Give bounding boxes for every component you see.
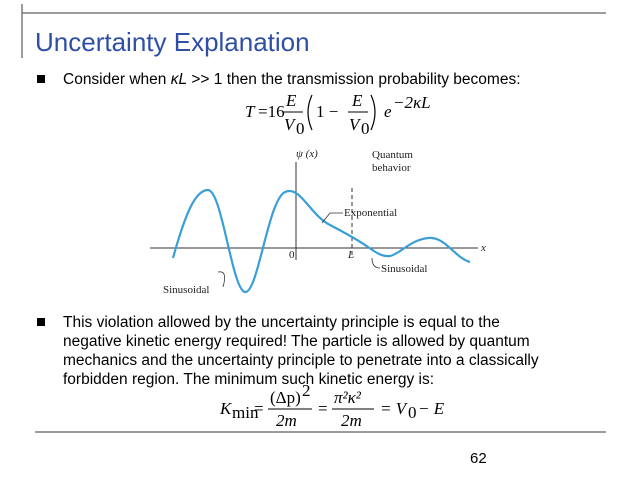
leader — [321, 212, 343, 224]
bullet-text: forbidden region. The minimum such kinet… — [63, 371, 434, 388]
bullet-text: mechanics and the uncertainty principle … — [63, 352, 539, 369]
figure: ψ (x) Quantum behavior Exponential 0 L x… — [150, 148, 486, 296]
axis-label: x — [480, 242, 486, 254]
eq-token: min — [232, 403, 259, 422]
eq-token: 2 — [302, 381, 311, 400]
equation: K min = (Δp) 2 2m = π²κ² 2m = V 0 − E — [210, 381, 480, 430]
eq-token: π²κ² — [334, 388, 362, 407]
annotation: Exponential — [344, 207, 397, 219]
paren — [370, 94, 376, 131]
eq-token: − E — [418, 399, 445, 418]
eq-token: 2m — [276, 411, 297, 430]
text: >> 1 then the transmission probability b… — [187, 71, 520, 88]
leader — [371, 257, 381, 269]
axis-label: 0 — [289, 249, 295, 261]
eq-token: −2κL — [393, 93, 431, 112]
equation: T =16 E V 0 1 − E V 0 e −2κL — [245, 91, 431, 138]
text: Consider when — [63, 71, 171, 88]
axis-label: ψ (x) — [296, 148, 318, 160]
eq-token: 2m — [341, 411, 362, 430]
annotation: Sinusoidal — [381, 263, 427, 275]
eq-token: =16 — [258, 102, 285, 121]
eq-token: = V — [380, 399, 409, 418]
eq-token: E — [285, 91, 297, 110]
bullet-text: This violation allowed by the uncertaint… — [63, 314, 500, 331]
leader — [217, 271, 226, 288]
title: Uncertainty Explanation — [35, 27, 310, 57]
text: κL — [171, 71, 187, 88]
eq-token: = — [254, 399, 264, 418]
eq-token: V — [284, 115, 297, 134]
eq-token: e — [384, 102, 392, 121]
eq-token: V — [349, 115, 362, 134]
axis-label: L — [347, 249, 354, 261]
paren — [307, 94, 313, 131]
eq-token: 0 — [408, 403, 417, 422]
eq-token: E — [351, 91, 363, 110]
annotation: Quantum — [372, 149, 413, 161]
eq-token: K — [219, 399, 233, 418]
bullet-text: negative kinetic energy required! The pa… — [63, 333, 530, 350]
eq-token: 0 — [361, 119, 370, 138]
eq-token: (Δp) — [270, 388, 301, 407]
equation-bg — [210, 388, 480, 428]
eq-token: 0 — [296, 119, 305, 138]
bullet-text: Consider when κL >> 1 then the transmiss… — [63, 71, 521, 88]
bullet-marker — [37, 318, 45, 326]
eq-token: = — [318, 399, 328, 418]
bullet-marker — [37, 75, 45, 83]
eq-token: 1 − — [316, 102, 338, 121]
wave-curve — [171, 188, 471, 294]
annotation: Sinusoidal — [163, 284, 209, 296]
eq-token: T — [245, 102, 256, 121]
annotation: behavior — [372, 162, 411, 174]
page-number: 62 — [470, 450, 487, 467]
